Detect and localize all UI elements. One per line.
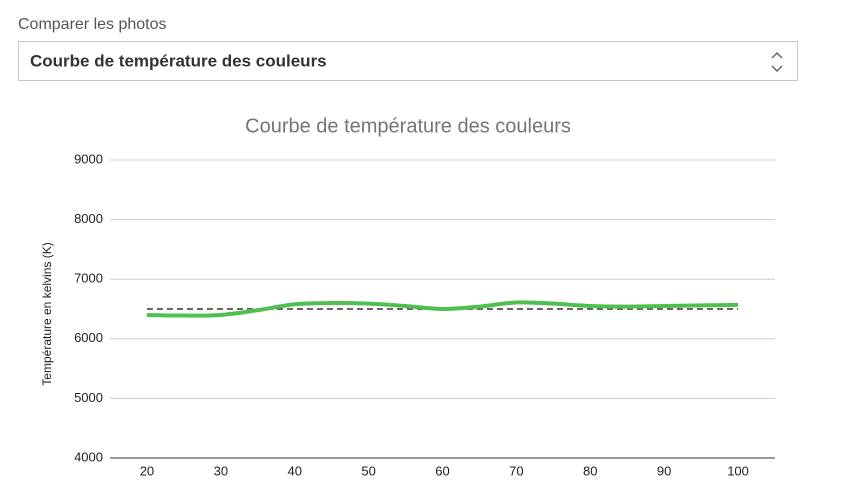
line-series	[146, 300, 739, 318]
x-tick-label: 60	[435, 463, 449, 478]
y-tick-label: 4000	[74, 449, 103, 464]
y-axis-label: Température en kelvins (K)	[40, 242, 54, 385]
x-tick-label: 50	[361, 463, 375, 478]
select[interactable]: Courbe de température des couleurs	[18, 41, 798, 81]
y-tick-label: 5000	[74, 390, 103, 405]
y-tick-label: 8000	[74, 211, 103, 226]
chart-title: Courbe de température des couleurs	[245, 115, 571, 137]
x-tick-label: 30	[214, 463, 228, 478]
x-tick-label: 70	[509, 463, 523, 478]
y-tick-label: 7000	[74, 271, 103, 286]
x-tick-label: 80	[583, 463, 597, 478]
x-tick-label: 100	[727, 463, 749, 478]
y-tick-label: 9000	[74, 151, 103, 166]
x-tick-label: 90	[657, 463, 671, 478]
select-box[interactable]	[18, 41, 798, 81]
select-value[interactable]: Courbe de température des couleurs	[30, 51, 327, 70]
y-tick-label: 6000	[74, 330, 103, 345]
field-label: Comparer les photos	[18, 16, 167, 33]
select-chevron[interactable]	[771, 51, 783, 73]
x-tick-label: 40	[287, 463, 301, 478]
x-tick-label: 20	[140, 463, 154, 478]
